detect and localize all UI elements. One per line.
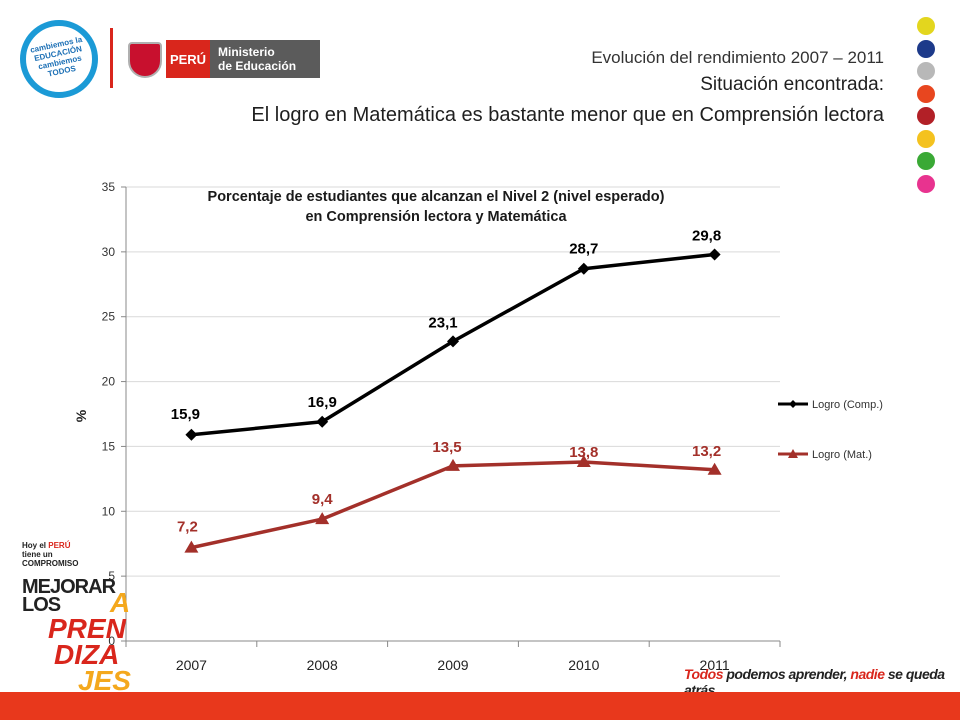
x-tick-label: 2010 bbox=[568, 657, 599, 673]
data-label: 13,8 bbox=[569, 444, 598, 461]
decorative-dot bbox=[917, 17, 935, 35]
y-axis-ticks: 0 5 10 15 20 25 30 35 bbox=[102, 180, 116, 648]
decorative-dot bbox=[917, 84, 935, 103]
legend-label: Logro (Mat.) bbox=[812, 449, 872, 461]
brand-line1: Hoy el bbox=[22, 541, 47, 550]
ministry-logo: Ministerio de Educación bbox=[210, 40, 320, 78]
chart-series: 15,9 16,9 23,1 28,7 29,8 7,2 9,4 13,5 13,8 13,2 bbox=[171, 227, 722, 553]
decorative-dot bbox=[917, 107, 935, 125]
slide-situation: Situación encontrada: bbox=[700, 74, 884, 95]
data-label: 13,5 bbox=[432, 439, 461, 456]
data-label: 29,8 bbox=[692, 227, 721, 244]
y-tick-label: 10 bbox=[102, 504, 116, 518]
brand-country: PERÚ bbox=[48, 541, 71, 550]
legend-label: Logro (Comp.) bbox=[812, 399, 883, 411]
mejorar-text: MEJORAR bbox=[22, 576, 116, 598]
data-point bbox=[315, 512, 330, 525]
y-axis-label: % bbox=[73, 409, 89, 422]
data-label: 15,9 bbox=[171, 406, 200, 423]
series-line bbox=[191, 460, 715, 550]
y-tick-label: 0 bbox=[108, 634, 115, 648]
data-point bbox=[708, 248, 721, 261]
data-label: 23,1 bbox=[428, 314, 457, 331]
aprendizajes-4: JES bbox=[78, 665, 131, 696]
tagline: Todos podemos aprender, nadie se queda a… bbox=[684, 666, 960, 698]
slide-subtitle: Evolución del rendimiento 2007 – 2011 bbox=[591, 48, 884, 67]
data-point bbox=[577, 262, 590, 275]
decorative-dot bbox=[917, 152, 935, 170]
chart-grid bbox=[126, 186, 780, 577]
decorative-dots bbox=[917, 17, 935, 197]
decorative-dot bbox=[917, 174, 935, 193]
legend-swatch-marker bbox=[789, 400, 797, 408]
slide-headline: El logro en Matemática es bastante menor… bbox=[251, 104, 884, 126]
brand-line2: tiene un bbox=[22, 550, 53, 559]
decorative-dot bbox=[917, 62, 935, 80]
y-tick-label: 20 bbox=[102, 375, 116, 389]
mejorar-logo: MEJORAR LOS bbox=[22, 576, 116, 616]
y-tick-label: 15 bbox=[102, 439, 116, 453]
ministry-line2: de Educación bbox=[218, 59, 297, 73]
chart-title-line2: en Comprensión lectora y Matemática bbox=[305, 209, 567, 225]
chart-title-line1: Porcentaje de estudiantes que alcanzan e… bbox=[208, 189, 665, 205]
tagline-podemos: podemos aprender, bbox=[722, 666, 851, 682]
x-tick-label: 2009 bbox=[437, 657, 468, 673]
x-tick-label: 2011 bbox=[700, 657, 730, 673]
decorative-dot bbox=[917, 39, 935, 58]
peru-logo: PERÚ bbox=[166, 40, 210, 78]
coat-of-arms-icon bbox=[128, 42, 162, 78]
x-tick-label: 2008 bbox=[307, 657, 338, 673]
aprendizajes-2: PREN bbox=[48, 613, 126, 644]
data-point bbox=[446, 458, 460, 471]
data-label: 16,9 bbox=[308, 394, 337, 411]
x-tick-label: 2007 bbox=[176, 657, 207, 673]
brand-line3: COMPROMISO bbox=[22, 559, 79, 568]
aprendizajes-3: DIZA bbox=[54, 639, 120, 670]
decorative-dot bbox=[917, 129, 935, 148]
chart-legend: Logro (Comp.) Logro (Mat.) bbox=[778, 399, 883, 461]
x-axis-ticks: 2007 2008 2009 2010 2011 bbox=[176, 657, 730, 673]
data-point bbox=[185, 428, 198, 441]
y-tick-label: 35 bbox=[102, 180, 116, 194]
y-tick-label: 30 bbox=[102, 245, 116, 259]
y-tick-label: 25 bbox=[102, 310, 116, 324]
data-label: 7,2 bbox=[177, 519, 198, 536]
campaign-logo bbox=[20, 20, 98, 98]
aprendizajes-1: A bbox=[110, 587, 131, 618]
data-point bbox=[707, 462, 722, 475]
y-tick-label: 5 bbox=[108, 569, 115, 583]
logo-divider bbox=[110, 28, 113, 88]
data-label: 13,2 bbox=[692, 443, 721, 460]
data-point bbox=[576, 454, 591, 467]
chart-axes bbox=[121, 186, 781, 647]
aprendizajes-logo: A PREN DIZA JES bbox=[48, 587, 131, 696]
data-point bbox=[316, 415, 329, 428]
brand-compromiso: Hoy el PERÚ tiene un COMPROMISO bbox=[22, 541, 78, 568]
bottom-color-bar bbox=[0, 692, 960, 720]
los-text: LOS bbox=[22, 594, 61, 616]
data-point bbox=[184, 540, 199, 553]
ministry-line1: Ministerio bbox=[218, 45, 275, 59]
data-label: 9,4 bbox=[312, 491, 334, 508]
data-point bbox=[447, 335, 459, 348]
legend-swatch-marker bbox=[788, 449, 798, 458]
tagline-todos: Todos bbox=[684, 666, 723, 682]
data-label: 28,7 bbox=[569, 241, 598, 258]
tagline-nadie: nadie bbox=[850, 666, 885, 682]
